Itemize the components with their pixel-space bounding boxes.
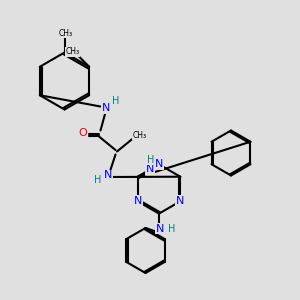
Text: N: N bbox=[102, 103, 111, 113]
Text: N: N bbox=[155, 159, 163, 170]
Text: O: O bbox=[78, 128, 87, 139]
Text: CH₃: CH₃ bbox=[132, 130, 147, 140]
Text: H: H bbox=[112, 96, 120, 106]
Text: N: N bbox=[104, 170, 112, 181]
Text: H: H bbox=[94, 175, 101, 185]
Text: N: N bbox=[156, 224, 165, 234]
Text: N: N bbox=[134, 196, 142, 206]
Text: N: N bbox=[146, 164, 154, 174]
Text: N: N bbox=[176, 196, 184, 206]
Text: CH₃: CH₃ bbox=[66, 47, 80, 56]
Text: H: H bbox=[147, 154, 154, 165]
Text: CH₃: CH₃ bbox=[59, 28, 73, 38]
Text: H: H bbox=[168, 224, 175, 234]
